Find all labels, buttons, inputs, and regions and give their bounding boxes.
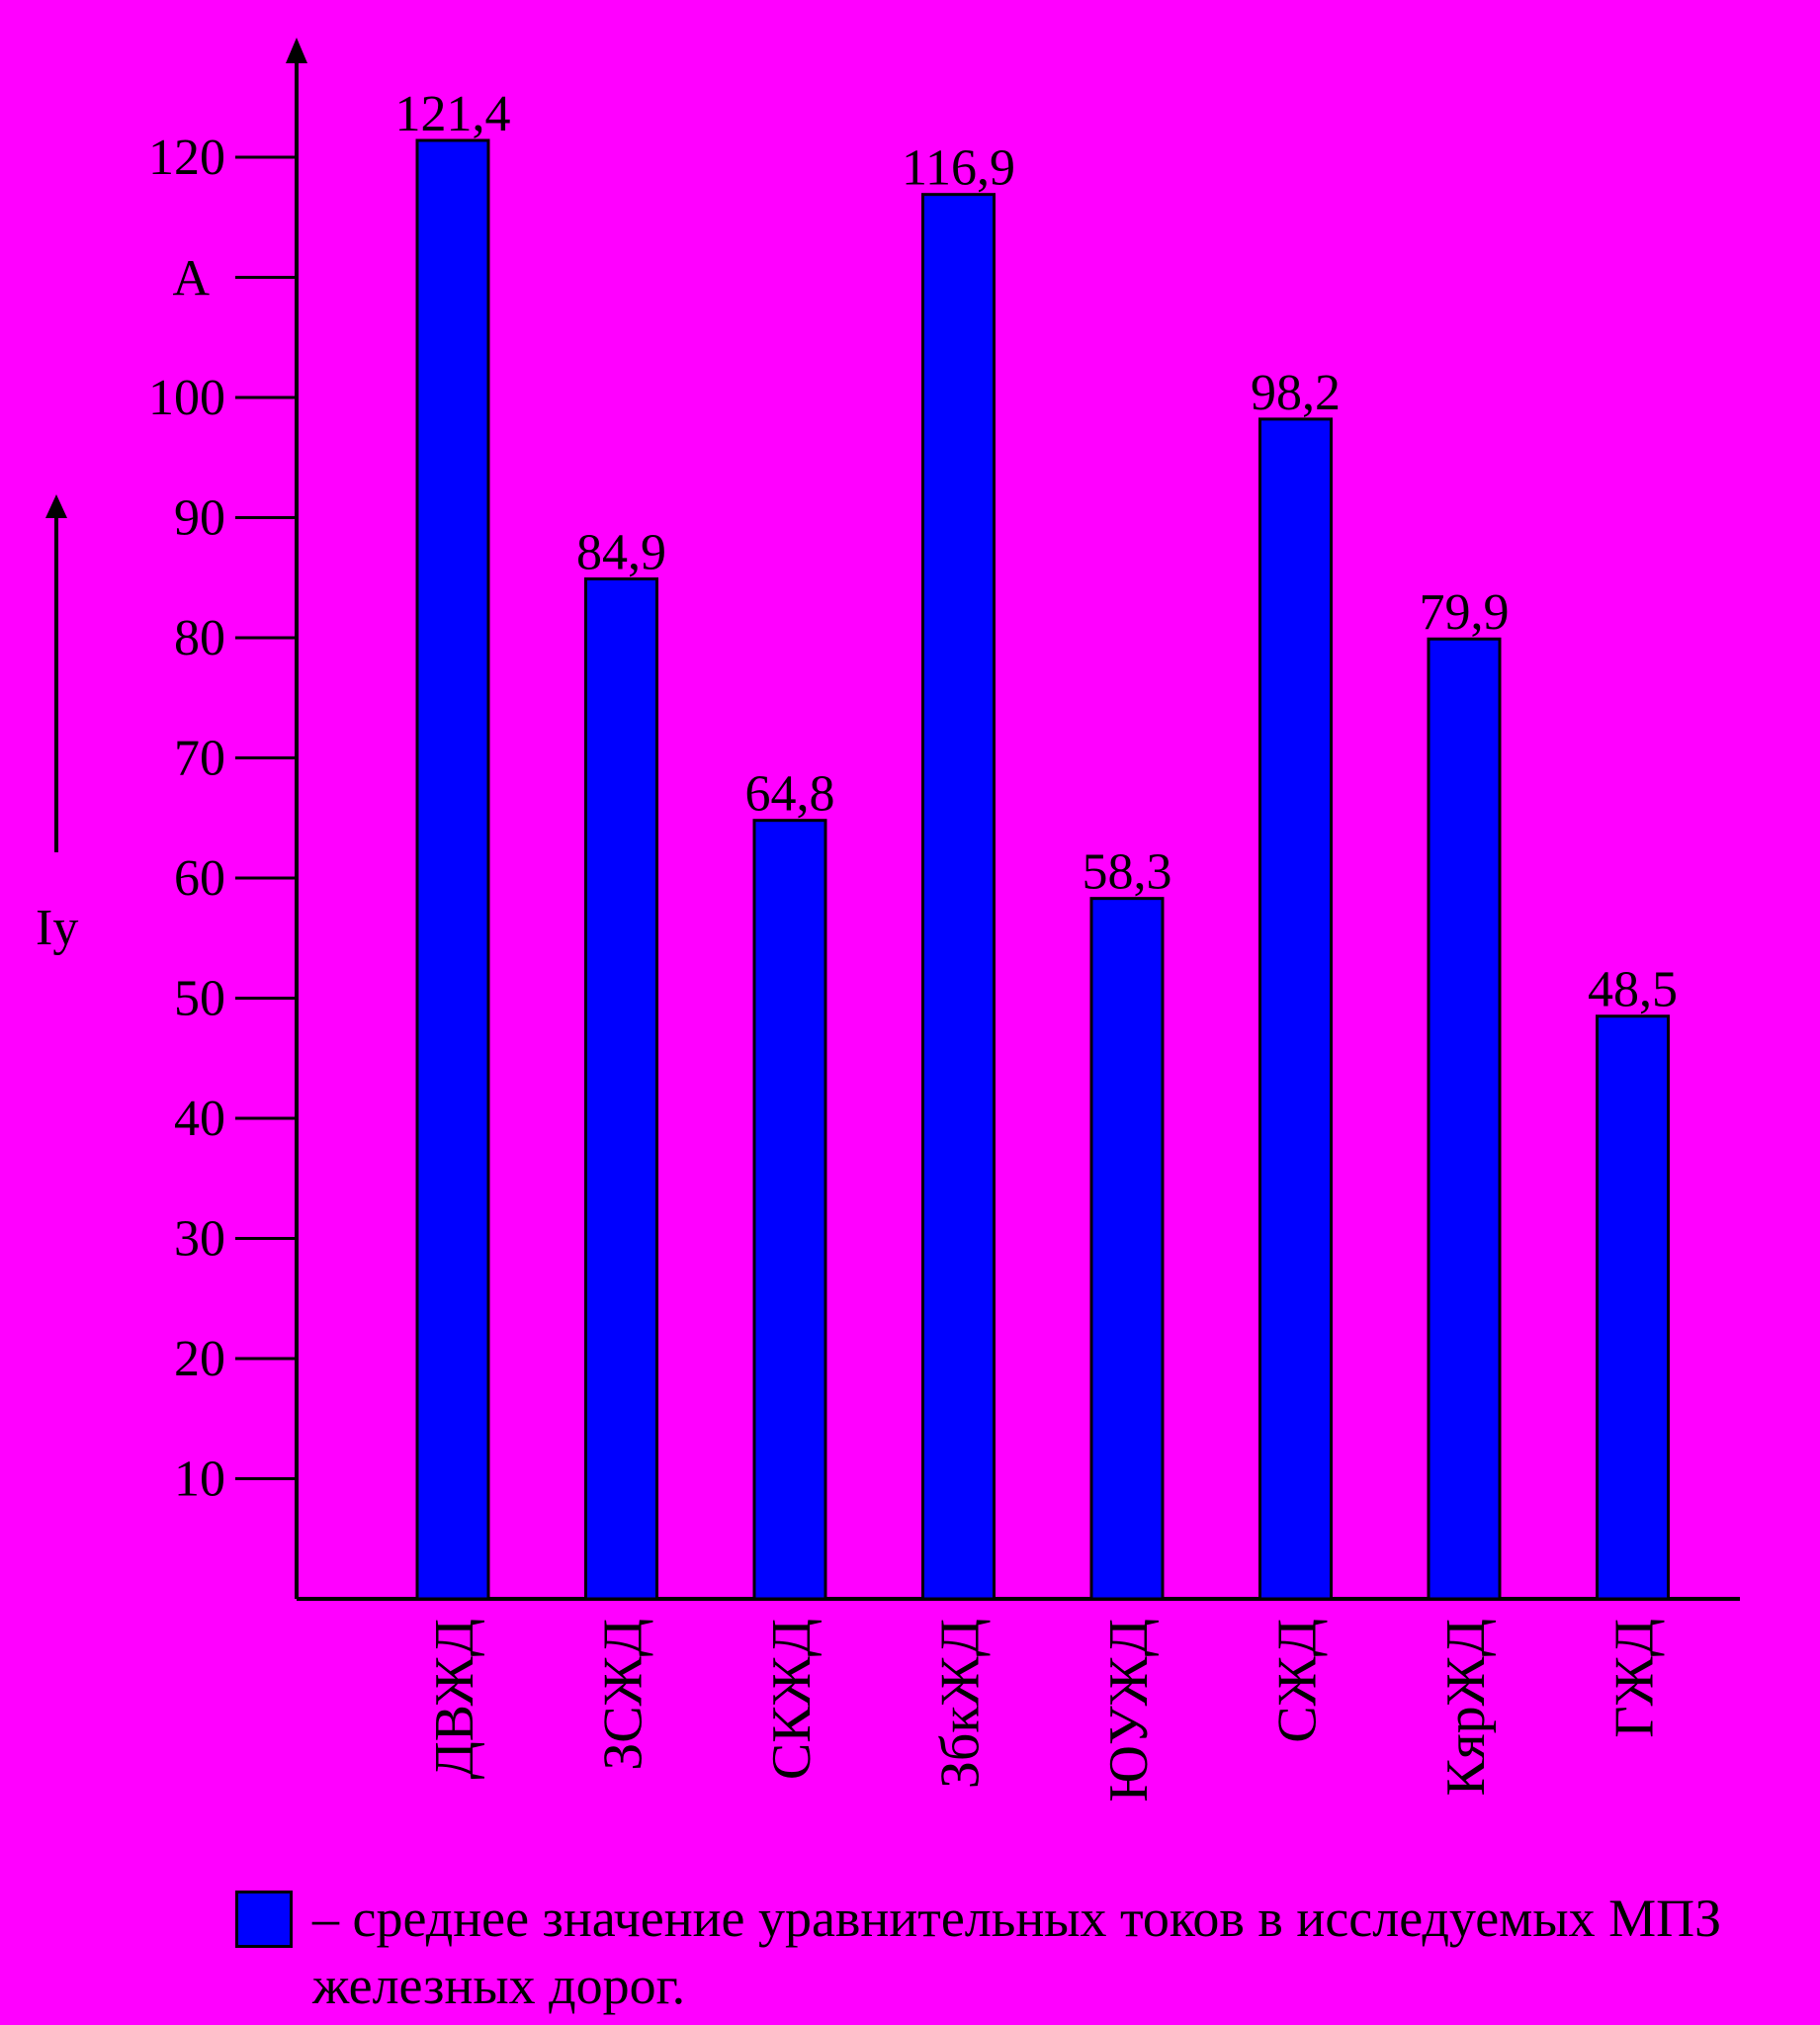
bars-group xyxy=(415,138,1670,1601)
y-tick-label: 10 xyxy=(174,1452,225,1508)
bar-value-label: 48,5 xyxy=(1588,962,1678,1018)
y-axis-label: Iу xyxy=(36,900,78,956)
category-label: ЗбкЖД xyxy=(930,1619,992,1789)
y-tick-label: 70 xyxy=(174,731,225,787)
category-label: ЮУЖД xyxy=(1098,1619,1160,1803)
y-tick-label: 90 xyxy=(174,490,225,547)
bar xyxy=(1427,637,1502,1601)
y-tick-label: 50 xyxy=(174,971,225,1027)
y-tick-label: 30 xyxy=(174,1211,225,1268)
bar xyxy=(752,819,827,1601)
y-tick-label: 20 xyxy=(174,1331,225,1387)
y-unit-label: А xyxy=(172,251,210,308)
category-label: ЗСЖД xyxy=(593,1619,654,1771)
legend-text: – среднее значение уравнительных токов в… xyxy=(312,1889,1722,2015)
labels-group: 10 20 30 40 50 60 70 80 90 100 120 А Iу 121,4 ДВЖД 84,9… xyxy=(36,86,1678,1803)
bar-value-label: 58,3 xyxy=(1083,844,1172,901)
bar-value-label: 98,2 xyxy=(1251,365,1341,421)
y-tick-label: 80 xyxy=(174,610,225,666)
y-tick-label: 60 xyxy=(174,850,225,907)
bar xyxy=(921,193,996,1601)
bar-value-label: 121,4 xyxy=(395,86,511,142)
bar xyxy=(1089,897,1165,1601)
y-axis-arrowhead xyxy=(286,38,307,63)
category-label: КярЖД xyxy=(1435,1619,1497,1796)
bar-value-label: 84,9 xyxy=(576,524,666,580)
bar-value-label: 116,9 xyxy=(902,140,1015,197)
bar xyxy=(1258,417,1333,1601)
y-tick-label: 40 xyxy=(174,1091,225,1147)
ylabel-arrowhead xyxy=(45,494,67,518)
bar-value-label: 64,8 xyxy=(745,766,835,823)
category-label: ДВЖД xyxy=(424,1619,485,1780)
axes xyxy=(45,38,1740,1601)
category-label: СКЖД xyxy=(761,1619,823,1780)
bar xyxy=(1596,1014,1670,1601)
bar xyxy=(584,576,658,1601)
category-label: ГЖД xyxy=(1604,1619,1666,1738)
legend-swatch xyxy=(235,1891,293,1948)
y-tick-label: 120 xyxy=(148,130,225,186)
category-label: СЖД xyxy=(1267,1619,1329,1743)
bar-value-label: 79,9 xyxy=(1420,584,1510,641)
bar xyxy=(415,138,490,1601)
y-tick-label: 100 xyxy=(148,370,225,426)
